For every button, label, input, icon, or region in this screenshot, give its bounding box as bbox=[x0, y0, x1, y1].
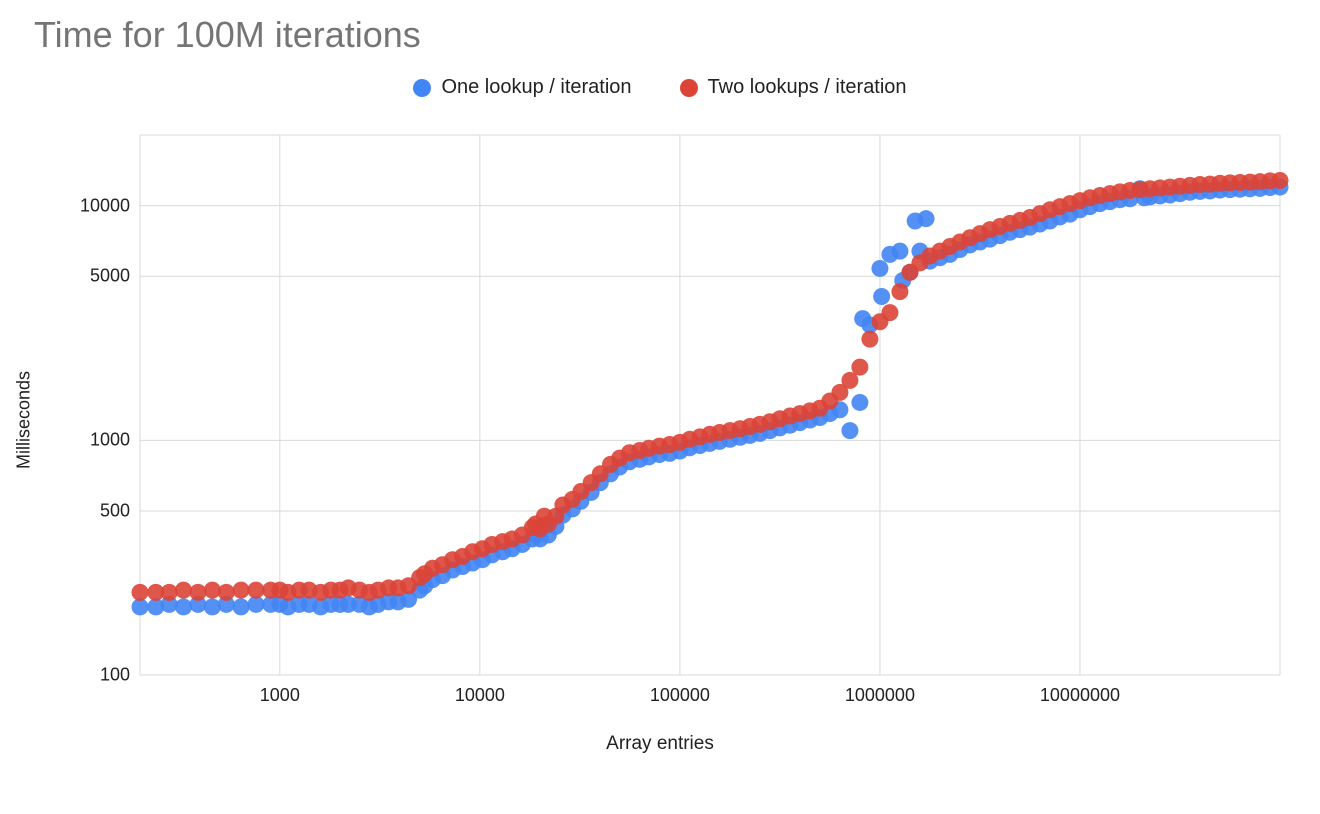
y-tick-label: 500 bbox=[50, 500, 130, 521]
x-tick-label: 10000 bbox=[455, 685, 505, 706]
x-tick-label: 1000000 bbox=[845, 685, 915, 706]
x-tick-label: 100000 bbox=[650, 685, 710, 706]
chart-container: Time for 100M iterations One lookup / it… bbox=[0, 0, 1320, 814]
y-tick-label: 10000 bbox=[50, 195, 130, 216]
y-tick-label: 1000 bbox=[50, 430, 130, 451]
y-tick-label: 100 bbox=[50, 665, 130, 686]
y-tick-label: 5000 bbox=[50, 266, 130, 287]
x-axis-title: Array entries bbox=[606, 733, 714, 755]
x-tick-label: 1000 bbox=[260, 685, 300, 706]
y-axis-title: Milliseconds bbox=[14, 371, 35, 469]
x-tick-label: 10000000 bbox=[1040, 685, 1120, 706]
